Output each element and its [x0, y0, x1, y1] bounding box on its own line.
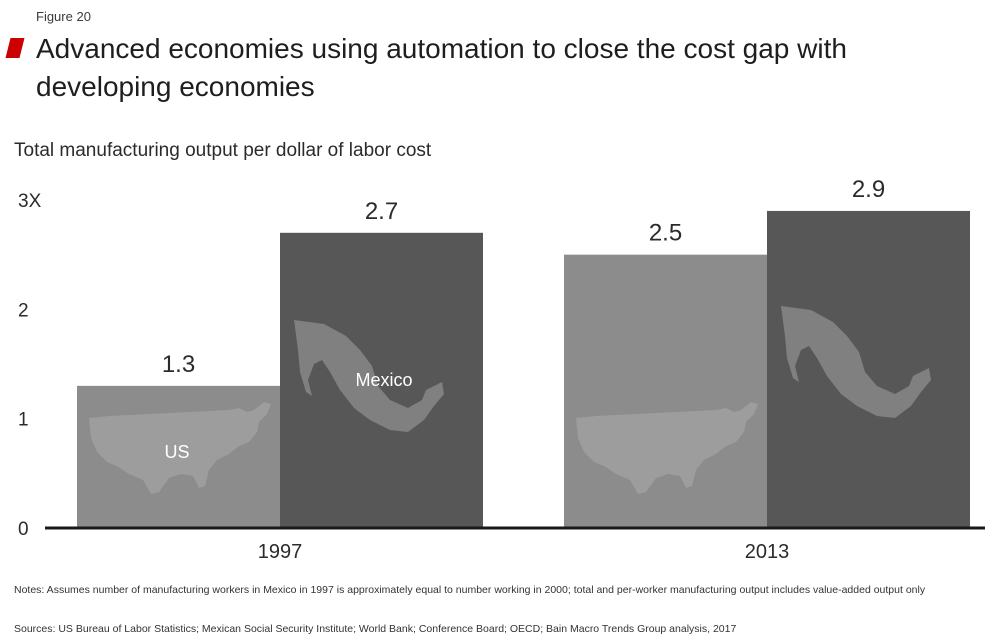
series-label-mexico: Mexico	[355, 370, 412, 390]
mexico-map-icon	[294, 320, 444, 432]
y-axis-label: Total manufacturing output per dollar of…	[14, 140, 432, 161]
title-accent-mark	[5, 38, 25, 58]
chart-notes: Notes: Assumes number of manufacturing w…	[14, 584, 926, 596]
data-label: 2.9	[852, 176, 885, 203]
bar-us-2013	[564, 254, 767, 528]
us-map-icon	[576, 402, 758, 494]
bar-mexico-2013	[767, 210, 970, 528]
series-label-us: US	[164, 442, 189, 462]
data-label: 2.5	[649, 220, 682, 247]
data-label: 2.7	[365, 198, 398, 225]
bar-mexico-1997	[280, 232, 483, 529]
y-tick-label: 3X	[18, 191, 42, 212]
chart-sources: Sources: US Bureau of Labor Statistics; …	[14, 623, 737, 635]
y-tick-label: 0	[18, 519, 29, 540]
bar-chart: 0 1 2 3X US 1.3 Mexico 2.7 1997 2.5 2.9 2013	[18, 176, 985, 563]
x-tick-label: 2013	[745, 541, 790, 563]
us-map-icon	[89, 402, 271, 494]
figure-label: Figure 20	[36, 9, 91, 24]
y-tick-label: 2	[18, 300, 29, 321]
chart-title: Advanced economies using automation to c…	[36, 33, 847, 102]
y-tick-label: 1	[18, 410, 29, 431]
x-tick-label: 1997	[258, 541, 303, 563]
data-label: 1.3	[162, 351, 195, 378]
mexico-map-icon	[781, 306, 931, 418]
